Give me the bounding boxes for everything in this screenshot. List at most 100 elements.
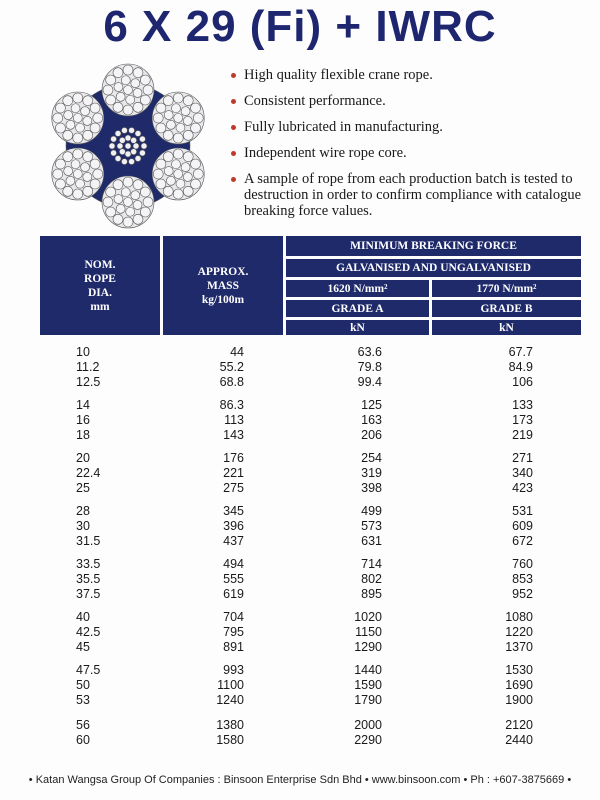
wire — [120, 75, 131, 86]
table-header: NOM. ROPE DIA. mm APPROX. MASS kg/100m MINIMU… — [40, 236, 581, 335]
grade-b-force-cell: 760 — [512, 557, 533, 571]
wire — [162, 186, 174, 197]
grade-a-force-cell: 573 — [361, 519, 382, 533]
wire — [173, 113, 184, 123]
wire — [172, 188, 184, 200]
header-tensile-b: 1770 N/mm² — [432, 280, 581, 297]
core-wire — [128, 158, 135, 165]
grade-a-force-cell: 895 — [361, 587, 382, 601]
wire — [102, 84, 114, 96]
grade-b-force-cell: 1530 — [505, 663, 533, 677]
table-row: 16 113 163 173 — [0, 413, 600, 428]
grade-a-force-cell: 1150 — [355, 625, 382, 639]
table-row: 18 143 206 219 — [0, 428, 600, 443]
rope-diameter-cell: 42.5 — [76, 625, 101, 639]
wire — [72, 92, 84, 104]
rope-diameter-cell: 14 — [76, 398, 90, 412]
wire — [105, 206, 116, 218]
core-wire — [139, 135, 146, 143]
header-unit-a: kN — [286, 320, 429, 335]
grade-a-force-cell: 2000 — [354, 718, 382, 732]
wire — [173, 169, 184, 179]
core-wire — [134, 155, 142, 162]
wire — [142, 84, 154, 96]
page-title: 6 X 29 (Fi) + IWRC — [103, 2, 497, 51]
wire — [122, 216, 134, 228]
rope-diameter-cell: 53 — [76, 693, 90, 707]
wire — [172, 148, 184, 160]
grade-b-force-cell: 952 — [512, 587, 533, 601]
grade-b-force-cell: 271 — [512, 451, 533, 465]
wire — [113, 82, 124, 92]
core-wire — [128, 127, 135, 134]
approx-mass-cell: 113 — [224, 413, 244, 427]
wire — [175, 122, 186, 133]
rope-diameter-cell: 60 — [76, 733, 90, 747]
wire — [162, 95, 174, 106]
grade-a-force-cell: 1290 — [354, 640, 382, 654]
wire — [140, 206, 151, 218]
core-wire — [132, 142, 140, 150]
grade-a-force-cell: 206 — [361, 428, 382, 442]
approx-mass-cell: 275 — [223, 481, 244, 495]
wire — [182, 95, 194, 106]
wire — [75, 122, 85, 133]
wire — [122, 104, 134, 116]
wire — [112, 179, 124, 190]
core-wire — [114, 155, 122, 162]
rope-diameter-cell: 10 — [76, 345, 90, 359]
wire — [89, 122, 101, 134]
rope-diameter-cell: 11.2 — [76, 360, 100, 374]
wire — [72, 169, 83, 179]
rope-diameter-cell: 12.5 — [76, 375, 101, 389]
feature-item: Consistent performance. — [230, 93, 600, 109]
wire — [190, 122, 201, 134]
header-line: kg/100m — [201, 293, 245, 306]
wire — [102, 196, 114, 208]
core-wire — [140, 142, 148, 150]
table-row: 25 275 398 423 — [0, 481, 600, 496]
approx-mass-cell: 345 — [223, 504, 244, 518]
core-wire — [124, 150, 132, 158]
grade-b-force-cell: 1080 — [505, 610, 533, 624]
wire — [152, 112, 164, 124]
feature-item: High quality flexible crane rope. — [230, 67, 600, 83]
wire — [72, 148, 84, 160]
approx-mass-cell: 176 — [223, 451, 244, 465]
wire — [112, 102, 124, 113]
approx-mass-cell: 1240 — [216, 693, 244, 707]
table-row: 50 1100 1590 1690 — [0, 678, 600, 693]
wire — [62, 151, 74, 162]
grade-b-force-cell: 672 — [512, 534, 533, 548]
approx-mass-cell: 555 — [223, 572, 244, 586]
wire — [130, 78, 141, 89]
rope-diameter-cell: 47.5 — [76, 663, 101, 677]
core-wire — [116, 142, 124, 150]
wire — [72, 132, 84, 144]
feature-item: Fully lubricated in manufacturing. — [230, 119, 600, 135]
wire — [190, 178, 201, 190]
wire — [55, 102, 66, 114]
wire — [155, 178, 167, 190]
wire — [182, 151, 194, 162]
wire — [125, 206, 136, 217]
grade-b-force-cell: 84.9 — [508, 360, 533, 374]
wire — [80, 162, 90, 173]
wire — [190, 158, 201, 170]
grade-a-force-cell: 1440 — [354, 663, 382, 677]
core-wire — [110, 135, 117, 143]
grade-a-force-cell: 79.8 — [357, 360, 382, 374]
approx-mass-cell: 55.2 — [219, 360, 244, 374]
approx-mass-cell: 1100 — [217, 678, 244, 692]
table-row: 20 176 254 271 — [0, 451, 600, 466]
wire — [89, 102, 101, 114]
grade-a-force-cell: 1790 — [354, 693, 382, 707]
wire — [155, 102, 167, 114]
wire — [172, 92, 184, 104]
wire — [182, 130, 194, 141]
rope-diameter-cell: 30 — [76, 519, 90, 533]
grade-a-force-cell: 398 — [361, 481, 382, 495]
rope-diameter-cell: 37.5 — [76, 587, 101, 601]
wire — [92, 168, 104, 180]
